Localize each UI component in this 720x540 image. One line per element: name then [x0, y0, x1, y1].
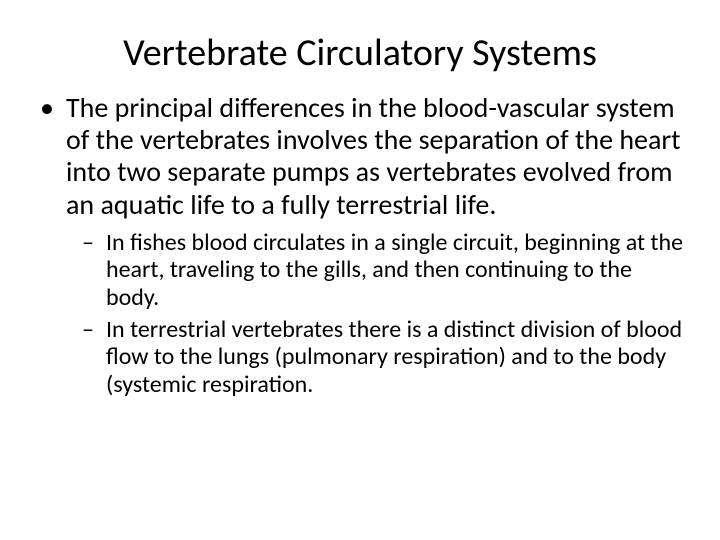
bullet-list-level2: In fishes blood circulates in a single c…: [66, 229, 690, 399]
bullet-sub2: In terrestrial vertebrates there is a di…: [106, 316, 690, 399]
bullet-main-text: The principal differences in the blood-v…: [66, 90, 681, 222]
bullet-main: The principal differences in the blood-v…: [66, 92, 690, 398]
slide: Vertebrate Circulatory Systems The princ…: [0, 0, 720, 540]
slide-title: Vertebrate Circulatory Systems: [30, 30, 690, 76]
bullet-sub1: In fishes blood circulates in a single c…: [106, 229, 690, 312]
bullet-list-level1: The principal differences in the blood-v…: [30, 92, 690, 398]
